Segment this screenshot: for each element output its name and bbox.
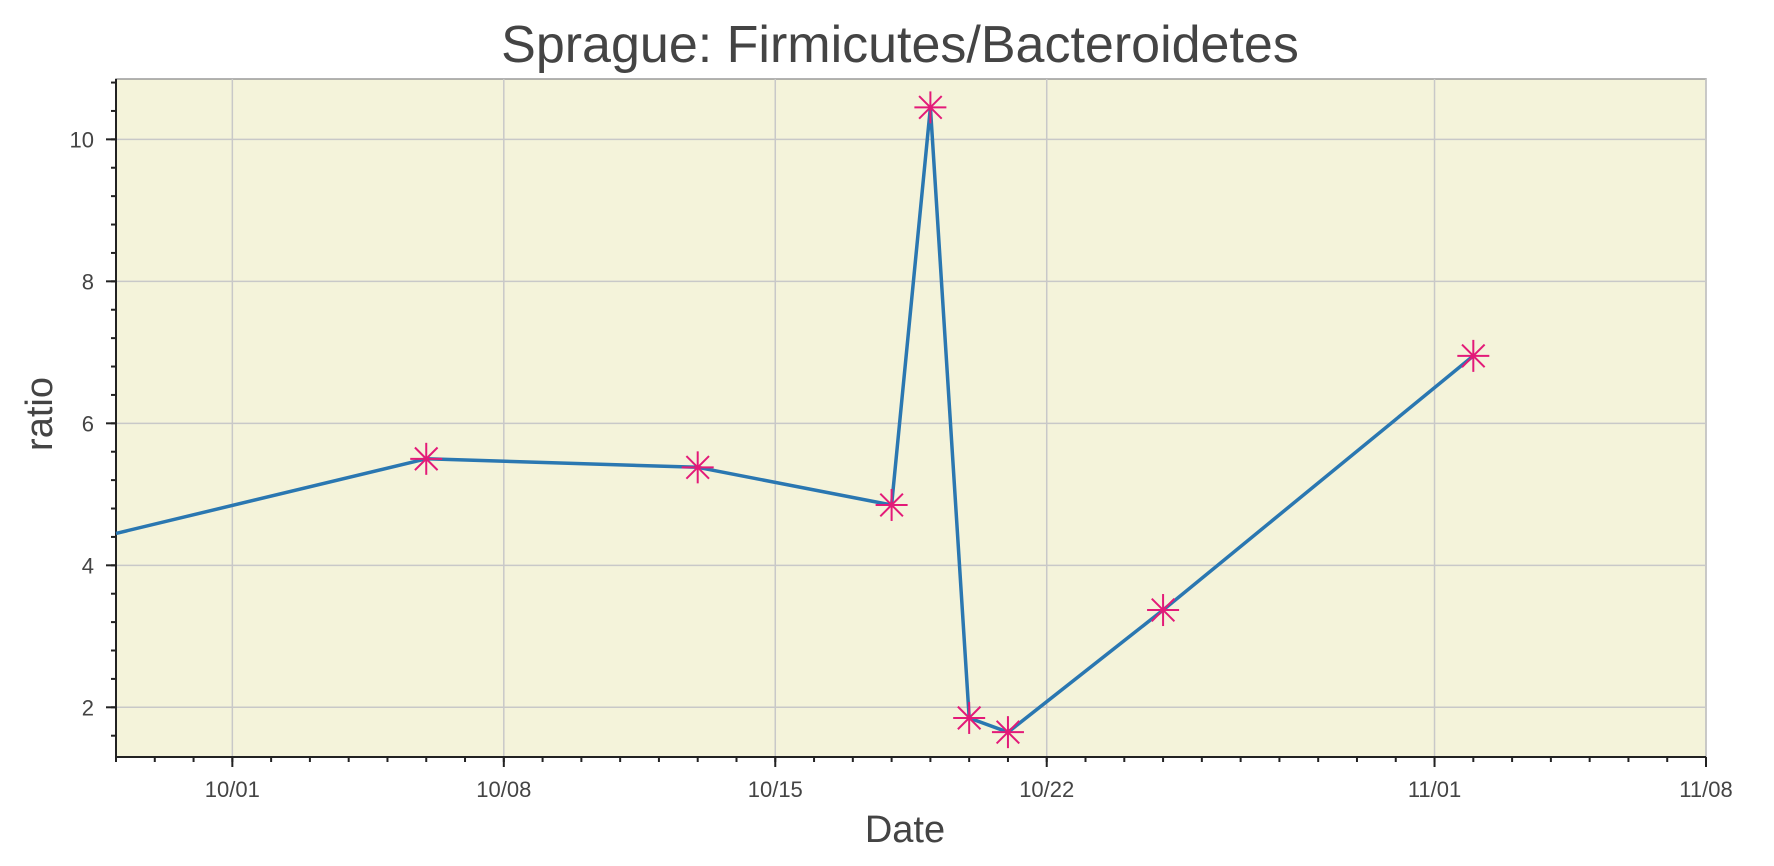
x-tick-label: 11/08 (1679, 777, 1732, 802)
y-tick-label: 10 (70, 127, 94, 152)
data-point-marker (953, 701, 986, 734)
y-tick-label: 6 (82, 411, 94, 436)
x-tick-label: 10/15 (748, 777, 803, 802)
data-point-marker (875, 488, 908, 521)
x-axis-label: Date (865, 809, 945, 851)
y-tick-label: 8 (82, 269, 94, 294)
x-tick-label: 11/01 (1408, 777, 1461, 802)
x-tick-label: 10/01 (205, 777, 260, 802)
x-tick-label: 10/22 (1019, 777, 1074, 802)
plot-group: 2 4 6 8 10 10/01 10/08 10/15 10/22 11/01 11/08 (70, 78, 1733, 802)
y-tick-label: 4 (82, 553, 94, 578)
data-point-marker (914, 91, 947, 124)
y-tick-label: 2 (82, 695, 94, 720)
x-tick-label: 10/08 (476, 777, 531, 802)
data-point-marker (681, 451, 714, 484)
plot-area (115, 78, 1707, 758)
data-point-marker (991, 716, 1024, 749)
data-point-marker (1147, 594, 1180, 627)
y-axis-label: ratio (19, 377, 61, 451)
chart-title: Sprague: Firmicutes/Bacteroidetes (501, 16, 1299, 74)
data-point-marker (1457, 339, 1490, 372)
data-point-marker (410, 442, 443, 475)
